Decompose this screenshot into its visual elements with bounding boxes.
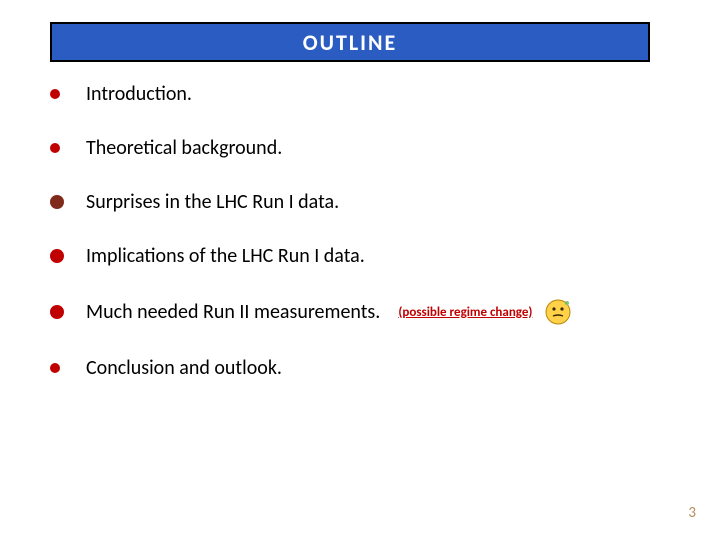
bullet-cell bbox=[50, 363, 86, 373]
item-text: Introduction. bbox=[86, 82, 192, 106]
annotation-text: (possible regime change) bbox=[398, 305, 532, 320]
slide: OUTLINE Introduction. Theoretical backgro… bbox=[0, 0, 720, 540]
thinking-face-icon: ? bbox=[544, 298, 572, 326]
title-box: OUTLINE bbox=[50, 22, 650, 62]
bullet-icon bbox=[50, 305, 64, 319]
bullet-icon bbox=[50, 195, 64, 209]
item-text: Implications of the LHC Run I data. bbox=[86, 244, 365, 268]
bullet-cell bbox=[50, 143, 86, 153]
bullet-cell bbox=[50, 249, 86, 263]
item-text: Much needed Run II measurements. bbox=[86, 300, 380, 324]
list-item: Surprises in the LHC Run I data. bbox=[50, 190, 650, 214]
page-number: 3 bbox=[688, 504, 696, 522]
bullet-cell bbox=[50, 89, 86, 99]
bullet-icon bbox=[50, 89, 60, 99]
item-text: Conclusion and outlook. bbox=[86, 356, 282, 380]
bullet-cell bbox=[50, 195, 86, 209]
list-item: Much needed Run II measurements. (possibl… bbox=[50, 298, 650, 326]
list-item: Theoretical background. bbox=[50, 136, 650, 160]
item-text: Theoretical background. bbox=[86, 136, 282, 160]
item-text: Surprises in the LHC Run I data. bbox=[86, 190, 339, 214]
list-item: Conclusion and outlook. bbox=[50, 356, 650, 380]
list-item: Introduction. bbox=[50, 82, 650, 106]
bullet-icon bbox=[50, 249, 64, 263]
bullet-cell bbox=[50, 305, 86, 319]
bullet-icon bbox=[50, 143, 60, 153]
bullet-icon bbox=[50, 363, 60, 373]
title-text: OUTLINE bbox=[303, 29, 398, 56]
list-item: Implications of the LHC Run I data. bbox=[50, 244, 650, 268]
bullet-list: Introduction. Theoretical background. Surp… bbox=[50, 82, 650, 410]
